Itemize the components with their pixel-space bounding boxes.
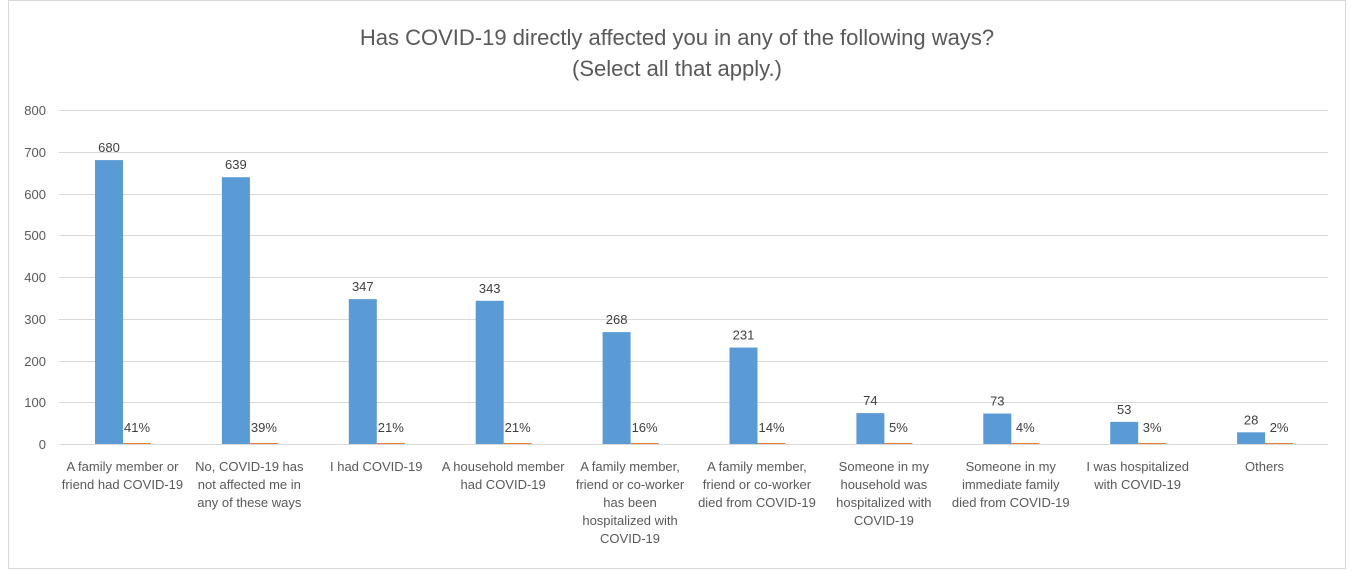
y-tick-label: 500: [24, 228, 46, 243]
bar-count: [221, 177, 250, 444]
data-label-percent: 41%: [124, 420, 150, 435]
y-tick-label: 0: [39, 437, 46, 452]
x-category-label: A family member, friend or co-worker die…: [698, 459, 816, 510]
bar-percent: [1138, 443, 1167, 444]
y-tick-label: 100: [24, 395, 46, 410]
data-label-count: 268: [606, 312, 628, 327]
x-category-label: I was hospitalized with COVID-19: [1086, 459, 1189, 492]
y-tick-label: 200: [24, 354, 46, 369]
y-tick-label: 400: [24, 270, 46, 285]
data-label-count: 73: [990, 394, 1004, 409]
bar-count: [729, 347, 758, 444]
bar-percent: [884, 443, 913, 444]
bar-percent: [1011, 443, 1040, 444]
data-label-percent: 16%: [632, 420, 658, 435]
data-label-percent: 39%: [251, 420, 277, 435]
bar-percent: [1265, 443, 1294, 444]
data-label-count: 28: [1244, 412, 1258, 427]
data-label-count: 639: [225, 157, 247, 172]
data-label-percent: 3%: [1143, 420, 1162, 435]
x-category-label: Others: [1245, 459, 1285, 474]
bar-count: [983, 413, 1012, 444]
data-label-percent: 14%: [758, 420, 784, 435]
chart-title-line-2: (Select all that apply.): [572, 56, 782, 81]
bar-count: [95, 160, 123, 444]
x-category-label: A household member had COVID-19: [441, 459, 565, 492]
bar-percent: [757, 443, 786, 444]
bar-percent: [503, 443, 532, 444]
bar-count: [1237, 432, 1266, 444]
bar-count: [475, 300, 504, 444]
chart-title: Has COVID-19 directly affected you in an…: [0, 22, 1354, 84]
y-tick-label: 700: [24, 145, 46, 160]
data-label-count: 680: [98, 140, 120, 155]
x-category-label: No, COVID-19 has not affected me in any …: [195, 459, 304, 510]
x-category-label: Someone in my immediate family died from…: [951, 459, 1070, 510]
data-label-count: 231: [733, 328, 755, 343]
bar-percent: [123, 443, 151, 444]
data-label-count: 74: [863, 393, 877, 408]
bar-count: [856, 413, 885, 444]
x-category-label: Someone in my household was hospitalized…: [836, 459, 932, 528]
data-label-percent: 21%: [378, 420, 404, 435]
bar-percent: [249, 443, 278, 444]
x-category-label: A family member, friend or co-worker has…: [575, 459, 685, 546]
y-tick-label: 800: [24, 103, 46, 118]
data-label-percent: 5%: [889, 420, 908, 435]
y-tick-label: 600: [24, 187, 46, 202]
bar-count: [602, 332, 631, 444]
chart-title-line-1: Has COVID-19 directly affected you in an…: [359, 25, 995, 50]
data-label-percent: 21%: [505, 420, 531, 435]
x-category-label: I had COVID-19: [329, 459, 423, 474]
x-category-label: A family member or friend had COVID-19: [61, 459, 184, 492]
data-label-percent: 2%: [1270, 420, 1289, 435]
bar-count: [1110, 421, 1139, 444]
y-tick-label: 300: [24, 312, 46, 327]
bar-percent: [630, 443, 659, 444]
bar-count: [348, 299, 377, 444]
data-label-count: 347: [352, 279, 374, 294]
bar-percent: [376, 443, 405, 444]
data-label-count: 343: [479, 281, 501, 296]
data-label-percent: 4%: [1016, 420, 1035, 435]
data-label-count: 53: [1117, 402, 1131, 417]
